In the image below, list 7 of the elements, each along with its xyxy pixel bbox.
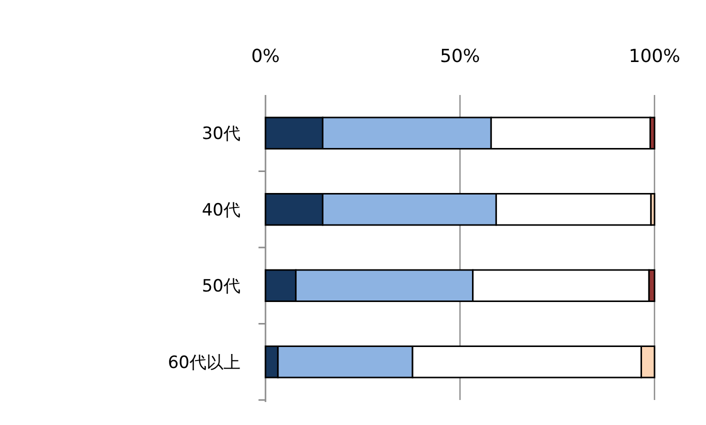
- y-tick-label: 50代: [202, 276, 240, 297]
- y-tick-label: 30代: [202, 124, 240, 144]
- x-tick-label: 100%: [628, 46, 680, 67]
- y-tick-label: 40代: [202, 200, 240, 220]
- y-tick-label: 60代以上: [168, 352, 240, 373]
- x-tick-label: 50%: [440, 46, 480, 67]
- x-tick-label: 0%: [251, 46, 280, 67]
